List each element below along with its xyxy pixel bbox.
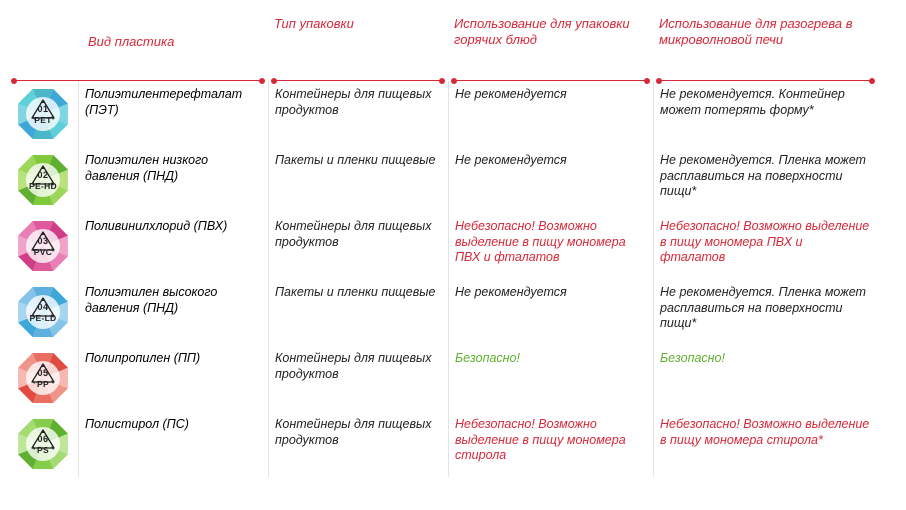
header-divider (454, 80, 647, 81)
packaging-type: Пакеты и пленки пищевые (268, 147, 448, 213)
header-packaging-label: Тип упаковки (274, 16, 354, 32)
header-microwave: Использование для разогрева в микроволно… (653, 10, 878, 80)
packaging-type: Контейнеры для пищевых продуктов (268, 411, 448, 477)
header-hot-label: Использование для упаковки горячих блюд (454, 16, 645, 49)
plastic-icon-pe-hd: 02 PE-HD (8, 147, 78, 213)
plastic-name: Полиэтилен высокого давления (ПНД) (78, 279, 268, 345)
header-type: Вид пластика (8, 10, 268, 80)
hot-food-use: Не рекомендуется (448, 279, 653, 345)
plastics-table: Вид пластика Тип упаковки Использование … (8, 10, 891, 477)
packaging-type: Контейнеры для пищевых продуктов (268, 213, 448, 279)
packaging-type: Контейнеры для пищевых продуктов (268, 345, 448, 411)
header-type-label: Вид пластика (88, 34, 174, 50)
hot-food-use: Не рекомендуется (448, 147, 653, 213)
plastic-icon-pe-ld: 04 PE-LD (8, 279, 78, 345)
header-divider (659, 80, 872, 81)
microwave-use: Не рекомендуется. Пленка может расплавит… (653, 279, 878, 345)
plastic-name: Полипропилен (ПП) (78, 345, 268, 411)
header-divider (274, 80, 442, 81)
microwave-use: Безопасно! (653, 345, 878, 411)
plastic-name: Полистирол (ПС) (78, 411, 268, 477)
plastic-name: Полиэтилентерефталат (ПЭТ) (78, 81, 268, 147)
packaging-type: Пакеты и пленки пищевые (268, 279, 448, 345)
hot-food-use: Небезопасно! Возможно выделение в пищу м… (448, 411, 653, 477)
microwave-use: Не рекомендуется. Контейнер может потеря… (653, 81, 878, 147)
packaging-type: Контейнеры для пищевых продуктов (268, 81, 448, 147)
microwave-use: Небезопасно! Возможно выделение в пищу м… (653, 411, 878, 477)
plastic-name: Полиэтилен низкого давления (ПНД) (78, 147, 268, 213)
plastic-icon-pet: 01 PET (8, 81, 78, 147)
microwave-use: Не рекомендуется. Пленка может расплавит… (653, 147, 878, 213)
hot-food-use: Небезопасно! Возможно выделение в пищу м… (448, 213, 653, 279)
hot-food-use: Не рекомендуется (448, 81, 653, 147)
header-packaging: Тип упаковки (268, 10, 448, 80)
hot-food-use: Безопасно! (448, 345, 653, 411)
plastic-icon-pp: 05 PP (8, 345, 78, 411)
plastic-icon-ps: 06 PS (8, 411, 78, 477)
plastic-icon-pvc: 03 PVC (8, 213, 78, 279)
microwave-use: Небезопасно! Возможно выделение в пищу м… (653, 213, 878, 279)
plastic-name: Поливинилхлорид (ПВХ) (78, 213, 268, 279)
header-hot: Использование для упаковки горячих блюд (448, 10, 653, 80)
header-microwave-label: Использование для разогрева в микроволно… (659, 16, 870, 49)
header-divider (14, 80, 262, 81)
